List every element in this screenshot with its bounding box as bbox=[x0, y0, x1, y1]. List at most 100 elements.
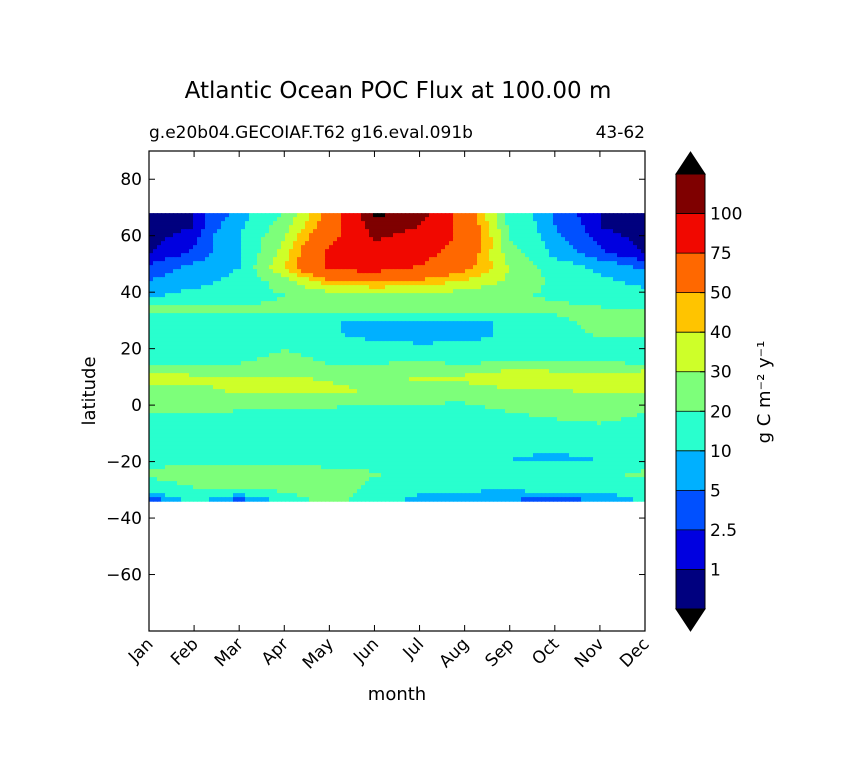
heatmap-cell bbox=[557, 261, 562, 266]
heatmap-cell bbox=[465, 361, 470, 366]
heatmap-cell bbox=[181, 285, 186, 290]
heatmap-cell bbox=[597, 329, 602, 334]
heatmap-cell bbox=[253, 369, 258, 374]
heatmap-cell bbox=[477, 233, 482, 238]
heatmap-cell bbox=[269, 213, 274, 218]
heatmap-cell bbox=[177, 269, 182, 274]
heatmap-cell bbox=[445, 225, 450, 230]
heatmap-cell bbox=[589, 333, 594, 338]
heatmap-cell bbox=[393, 221, 398, 226]
heatmap-cell bbox=[221, 365, 226, 370]
heatmap-cell bbox=[285, 305, 290, 310]
heatmap-cell bbox=[421, 285, 426, 290]
heatmap-cell bbox=[297, 289, 302, 294]
heatmap-cell bbox=[389, 353, 394, 358]
heatmap-cell bbox=[329, 217, 334, 222]
heatmap-cell bbox=[349, 289, 354, 294]
heatmap-cell bbox=[409, 245, 414, 250]
heatmap-cell bbox=[389, 257, 394, 262]
heatmap-cell bbox=[225, 309, 230, 314]
heatmap-cell bbox=[181, 281, 186, 286]
heatmap-cell bbox=[337, 249, 342, 254]
heatmap-cell bbox=[589, 369, 594, 374]
heatmap-cell bbox=[349, 305, 354, 310]
heatmap-cell bbox=[429, 337, 434, 342]
heatmap-cell bbox=[365, 345, 370, 350]
heatmap-cell bbox=[177, 373, 182, 378]
heatmap-cell bbox=[201, 241, 206, 246]
heatmap-cell bbox=[465, 229, 470, 234]
heatmap-cell bbox=[189, 257, 194, 262]
heatmap-cell bbox=[545, 349, 550, 354]
heatmap-cell bbox=[245, 305, 250, 310]
heatmap-cell bbox=[173, 285, 178, 290]
heatmap-cell bbox=[477, 257, 482, 262]
heatmap-cell bbox=[525, 229, 530, 234]
heatmap-cell bbox=[277, 213, 282, 218]
heatmap-cell bbox=[289, 361, 294, 366]
heatmap-cell bbox=[541, 313, 546, 318]
heatmap-cell bbox=[325, 353, 330, 358]
heatmap-cell bbox=[149, 269, 154, 274]
heatmap-cell bbox=[641, 221, 645, 226]
heatmap-cell bbox=[157, 269, 162, 274]
heatmap-cell bbox=[253, 365, 258, 370]
heatmap-cell bbox=[505, 245, 510, 250]
heatmap-cell bbox=[329, 333, 334, 338]
heatmap-cell bbox=[517, 349, 522, 354]
heatmap-cell bbox=[449, 213, 454, 218]
heatmap-cell bbox=[601, 285, 606, 290]
heatmap-cell bbox=[241, 269, 246, 274]
heatmap-cell bbox=[573, 353, 578, 358]
heatmap-cell bbox=[625, 261, 630, 266]
heatmap-cell bbox=[637, 309, 642, 314]
heatmap-cell bbox=[301, 293, 306, 298]
heatmap-cell bbox=[309, 361, 314, 366]
heatmap-cell bbox=[397, 329, 402, 334]
heatmap-cell bbox=[281, 297, 286, 302]
heatmap-cell bbox=[361, 349, 366, 354]
heatmap-cell bbox=[409, 253, 414, 258]
heatmap-cell bbox=[625, 289, 630, 294]
heatmap-cell bbox=[193, 285, 198, 290]
heatmap-cell bbox=[289, 289, 294, 294]
heatmap-cell bbox=[525, 297, 530, 302]
heatmap-cell bbox=[521, 241, 526, 246]
heatmap-cell bbox=[381, 353, 386, 358]
heatmap-cell bbox=[549, 365, 554, 370]
heatmap-cell bbox=[285, 217, 290, 222]
heatmap-cell bbox=[281, 353, 286, 358]
heatmap-cell bbox=[465, 233, 470, 238]
heatmap-cell bbox=[449, 253, 454, 258]
heatmap-cell bbox=[541, 265, 546, 270]
heatmap-cell bbox=[489, 361, 494, 366]
heatmap-cell bbox=[337, 229, 342, 234]
heatmap-cell bbox=[501, 297, 506, 302]
heatmap-cell bbox=[497, 225, 502, 230]
heatmap-cell bbox=[277, 293, 282, 298]
heatmap-cell bbox=[493, 281, 498, 286]
heatmap-cell bbox=[337, 309, 342, 314]
heatmap-cell bbox=[565, 289, 570, 294]
heatmap-cell bbox=[497, 349, 502, 354]
heatmap-cell bbox=[561, 337, 566, 342]
heatmap-cell bbox=[465, 225, 470, 230]
heatmap-cell bbox=[429, 309, 434, 314]
heatmap-cell bbox=[305, 213, 310, 218]
heatmap-cell bbox=[409, 369, 414, 374]
heatmap-cell bbox=[421, 257, 426, 262]
heatmap-cell bbox=[397, 237, 402, 242]
heatmap-cell bbox=[409, 269, 414, 274]
heatmap-cell bbox=[541, 309, 546, 314]
heatmap-cell bbox=[497, 329, 502, 334]
heatmap-cell bbox=[221, 369, 226, 374]
heatmap-cell bbox=[361, 289, 366, 294]
heatmap-cell bbox=[217, 257, 222, 262]
heatmap-cell bbox=[633, 301, 638, 306]
heatmap-cell bbox=[481, 317, 486, 322]
heatmap-cell bbox=[597, 261, 602, 266]
heatmap-cell bbox=[489, 297, 494, 302]
heatmap-cell bbox=[345, 241, 350, 246]
heatmap-cell bbox=[349, 333, 354, 338]
heatmap-cell bbox=[345, 309, 350, 314]
